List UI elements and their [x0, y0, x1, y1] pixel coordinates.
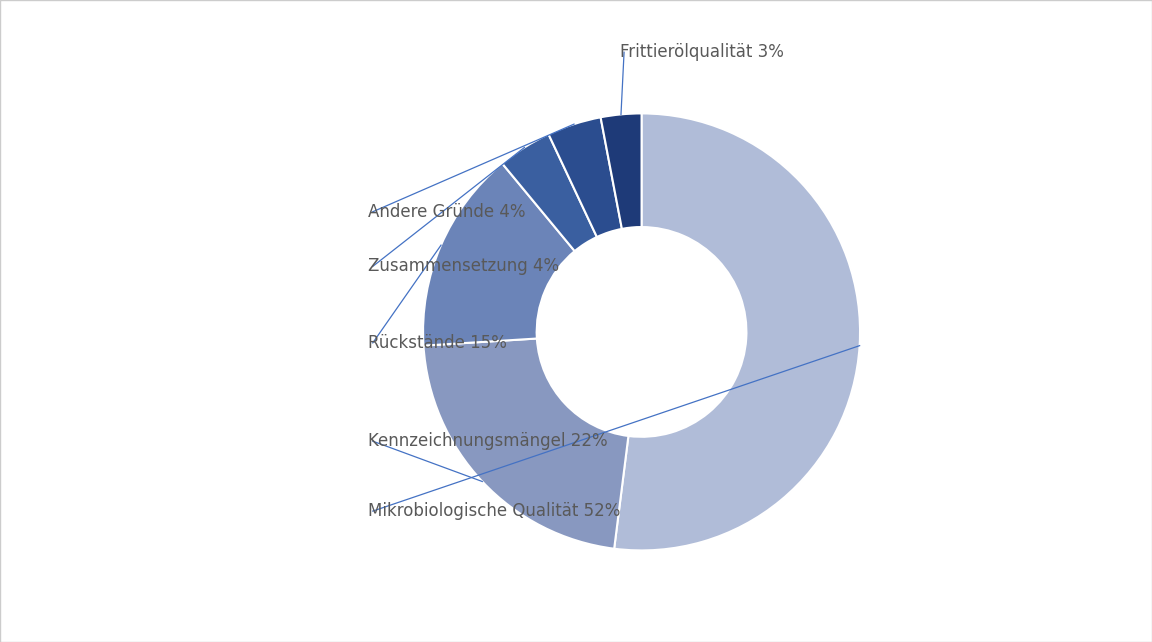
Wedge shape — [424, 338, 628, 549]
Text: Rückstände 15%: Rückstände 15% — [369, 334, 507, 352]
Text: Frittierölqualität 3%: Frittierölqualität 3% — [620, 43, 783, 61]
Text: Kennzeichnungsmängel 22%: Kennzeichnungsmängel 22% — [369, 432, 608, 450]
Text: Zusammensetzung 4%: Zusammensetzung 4% — [369, 257, 560, 275]
Text: Mikrobiologische Qualität 52%: Mikrobiologische Qualität 52% — [369, 502, 621, 520]
Wedge shape — [548, 117, 622, 237]
Wedge shape — [614, 114, 861, 550]
Wedge shape — [502, 134, 597, 251]
Wedge shape — [600, 114, 642, 229]
Wedge shape — [423, 164, 575, 345]
Text: Andere Gründe 4%: Andere Gründe 4% — [369, 203, 526, 221]
